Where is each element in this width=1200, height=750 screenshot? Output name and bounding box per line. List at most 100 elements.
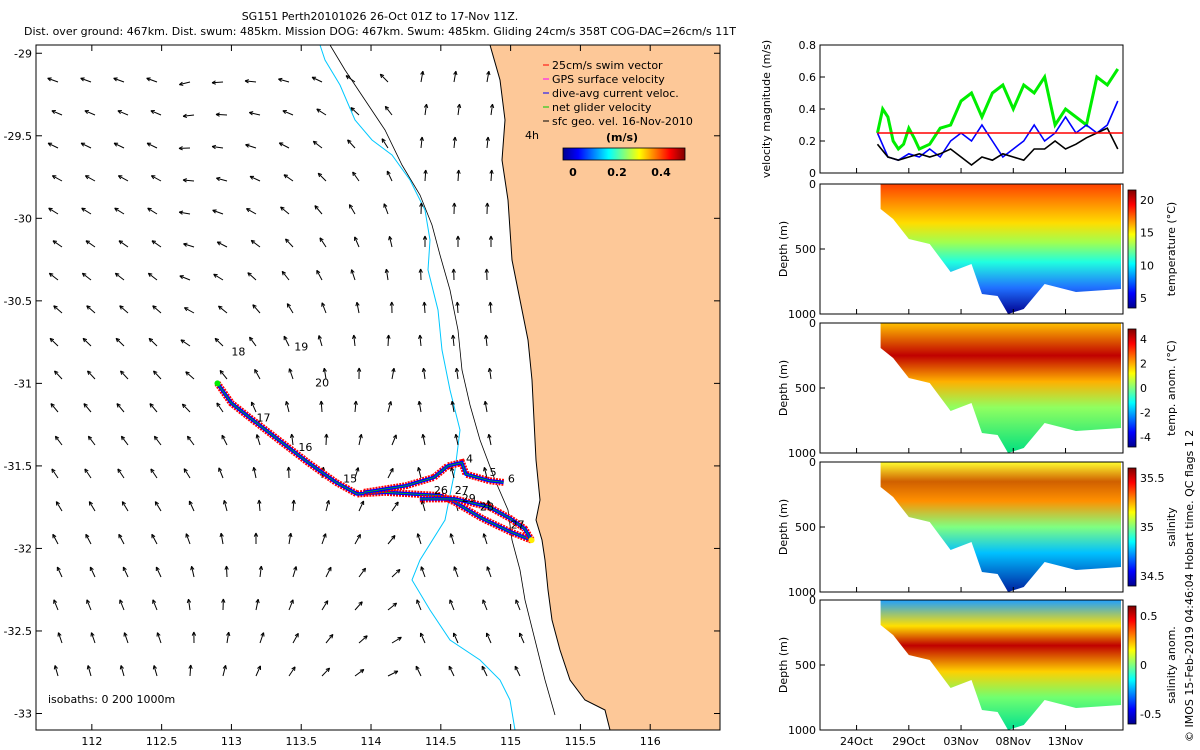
current-arrow-head [389,301,394,306]
current-arrow-head [394,501,399,506]
current-arrow [325,433,328,446]
legend-gps-velocity: GPS surface velocity [552,73,665,86]
current-arrow-head [250,239,256,245]
current-arrow-head [85,240,91,245]
map-frame [35,44,721,731]
current-arrow-head [53,599,58,604]
current-arrow-head [148,337,154,343]
current-arrow [387,535,396,545]
current-arrow-head [488,301,493,306]
current-arrow [122,566,129,578]
y-tick-label: 1000 [788,724,816,737]
current-arrow [150,110,162,116]
colorbar-tick-label: 5 [1140,292,1147,305]
current-arrow-head [483,467,488,472]
current-arrow [114,207,125,215]
x-tick-label: 113.5 [285,735,317,748]
current-arrow-head [423,103,429,109]
current-arrow [47,77,59,83]
current-arrow [85,175,96,182]
y-tick-label: 1000 [788,586,816,599]
current-arrow-head [147,272,153,278]
current-arrow-head [84,175,90,180]
current-arrow [391,636,402,644]
current-arrow [49,337,59,347]
colorbar-label: salinity anom. [1165,626,1178,704]
current-arrow [490,104,494,116]
current-arrow [288,368,294,380]
map-colorbar [562,147,686,161]
current-arrow [115,272,125,281]
current-arrow [119,305,129,314]
current-arrow-head [381,138,386,143]
current-arrow-head [51,110,56,115]
current-arrow-head [283,335,288,341]
current-arrow-head [188,500,193,506]
current-arrow-head [216,402,221,407]
current-arrow [423,301,426,314]
current-arrow-head [152,599,157,604]
current-arrow-head [354,236,358,241]
current-arrow-head [358,601,363,606]
current-arrow-head [117,468,122,473]
current-arrow [291,434,294,446]
current-arrow [316,270,323,281]
current-arrow-head [83,403,88,408]
y-tick-label: -32 [14,542,32,555]
current-arrow-head [452,136,457,142]
current-arrow [385,269,389,281]
current-arrow [387,670,399,677]
current-arrow-head [255,434,260,439]
legend-sfc-geo: sfc geo. vel. 16-Nov-2010 [552,115,693,128]
current-arrow [146,142,158,149]
current-arrow-head [224,565,229,570]
current-arrow [185,533,191,545]
current-arrow [381,138,389,149]
current-arrow [488,434,492,446]
current-arrow-head [185,371,190,376]
current-arrow [220,533,224,545]
colorbar-label: temperature (°C) [1165,202,1178,296]
current-arrow-head [183,242,188,247]
current-arrow [49,272,59,281]
section-colorbar [1127,189,1137,309]
current-arrow [259,632,265,644]
current-arrow [354,669,365,677]
current-arrow [358,434,362,446]
coastline-land [489,44,721,731]
current-arrow-head [291,666,296,671]
current-arrow-head [218,467,223,472]
current-arrow [150,468,158,479]
current-arrow-head [293,566,298,571]
isobath-200m [329,44,556,716]
day-label: 19 [294,340,308,353]
current-arrow [214,338,224,347]
current-arrow [83,403,92,413]
current-arrow-head [384,268,390,274]
x-tick-label: 115 [500,735,521,748]
current-arrow [212,145,224,149]
current-arrow-head [247,272,252,277]
current-arrow-head [514,665,519,671]
current-arrow-head [285,401,290,406]
current-arrow [222,665,227,677]
current-arrow [321,533,327,545]
current-arrow [221,434,228,446]
current-arrow [417,467,422,479]
velocity-ylabel: velocity magnitude (m/s) [760,40,773,178]
net-velocity-track [363,462,504,493]
current-arrow [418,401,422,413]
current-arrow [154,501,162,512]
current-arrow [189,664,192,677]
current-arrow-head [294,632,299,638]
y-tick-label: -32.5 [4,625,32,638]
current-arrow [213,273,224,281]
current-arrow [323,368,327,380]
temperature-section: 0 500 1000 Depth (m) 20 15 10 5 temperature (°C) [777,178,1178,321]
y-tick-label: 0 [809,456,816,469]
y-tick-label: 0 [809,594,816,607]
current-arrow-head [179,275,184,280]
current-arrow [180,339,191,347]
current-arrow [90,632,96,644]
current-arrow [353,335,356,347]
